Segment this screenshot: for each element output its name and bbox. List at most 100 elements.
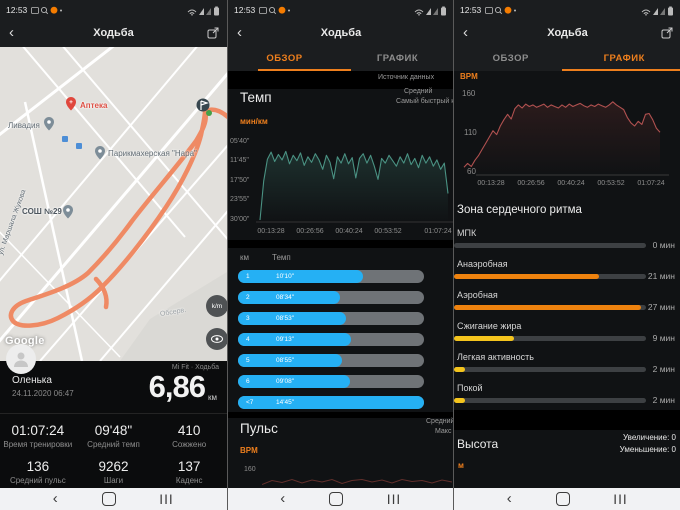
- tab-active-indicator: [258, 69, 351, 71]
- zone-label-light-activity: Легкая активность: [457, 352, 534, 362]
- pulse-legend-avg: Средний: [426, 418, 454, 425]
- map-label-livadia: Ливадия: [8, 121, 40, 130]
- workout-datetime: 24.11.2020 06:47: [12, 389, 74, 398]
- tab-bar: ОБЗОР ГРАФИК: [454, 47, 680, 71]
- bpm-xtick: 00:53:52: [597, 180, 625, 187]
- status-bar: 12:53: [454, 0, 680, 20]
- nav-back-icon[interactable]: ‹: [506, 490, 512, 507]
- nav-recents-icon[interactable]: |||: [159, 493, 175, 505]
- app-bar: ‹ Ходьба: [228, 20, 454, 47]
- zone-label-aerobic: Аэробная: [457, 290, 498, 300]
- status-time: 12:53: [6, 5, 28, 15]
- share-button[interactable]: [207, 27, 219, 39]
- status-time: 12:53: [234, 5, 256, 15]
- map-visibility-toggle[interactable]: [206, 328, 227, 350]
- pace-chart[interactable]: [230, 136, 454, 226]
- tab-overview[interactable]: ОБЗОР: [266, 53, 303, 64]
- school-pin-icon: [63, 205, 73, 219]
- pulse-chart-preview: [262, 478, 452, 485]
- bpm-chart[interactable]: [454, 84, 680, 180]
- split-row-1: 1 10'10": [238, 270, 424, 283]
- tab-graph[interactable]: ГРАФИК: [603, 53, 645, 64]
- route-map[interactable]: + Аптека Ливадия Парикмахерс: [0, 47, 227, 361]
- tab-bar: ОБЗОР ГРАФИК: [228, 47, 454, 71]
- distance-unit: км: [208, 393, 217, 402]
- bpm-ytick: 160: [462, 89, 476, 98]
- hr-zones-title: Зона сердечного ритма: [457, 204, 582, 216]
- split-row-7: <7 14'45": [238, 396, 424, 409]
- divider: [228, 71, 454, 89]
- tab-graph[interactable]: ГРАФИК: [376, 53, 419, 64]
- stat-cadence: 137 Каденс: [175, 458, 203, 485]
- divider: [454, 410, 680, 430]
- nav-back-icon[interactable]: ‹: [52, 490, 58, 507]
- nav-recents-icon[interactable]: |||: [613, 493, 629, 505]
- stat-calories: 410 Сожжено: [172, 423, 207, 449]
- phone-screen-graph-heart-rate: 12:53 ‹ Ходьба: [453, 0, 680, 510]
- nav-home-icon[interactable]: [101, 492, 116, 506]
- zone-value-anaerobic: 21 мин: [647, 271, 675, 281]
- status-system-icons: [641, 6, 673, 16]
- pace-xtick: 00:53:52: [374, 228, 402, 235]
- status-notification-icons: [485, 6, 517, 15]
- nav-back-icon[interactable]: ‹: [280, 490, 286, 507]
- map-label-pharmacy: Аптека: [80, 101, 108, 110]
- zone-label-vo2max: МПК: [457, 228, 477, 238]
- nav-home-icon[interactable]: [329, 492, 344, 506]
- transit-stop-icon: [76, 143, 82, 149]
- bpm-xtick: 00:40:24: [557, 180, 585, 187]
- pulse-legend-max: Макс: [435, 428, 452, 435]
- page-title: Ходьба: [93, 27, 134, 39]
- data-source-link[interactable]: Источник данных: [378, 74, 435, 81]
- pace-xtick: 00:13:28: [257, 228, 285, 235]
- map-label-hairdresser: Парикмахерская "Нара": [108, 149, 197, 158]
- map-canvas: +: [0, 47, 227, 361]
- android-nav-bar: ‹ |||: [454, 488, 680, 510]
- finish-flag-icon: [196, 98, 212, 116]
- nav-home-icon[interactable]: [555, 492, 570, 506]
- zone-bar-light-activity: [454, 367, 646, 372]
- distance-value: 6,86: [148, 369, 206, 404]
- status-bar: 12:53: [228, 0, 454, 20]
- pulse-section-title: Пульс: [240, 421, 278, 436]
- split-row-4: 4 09'13": [238, 333, 424, 346]
- back-button[interactable]: ‹: [237, 24, 242, 41]
- pace-xtick: 00:26:56: [296, 228, 324, 235]
- status-notification-icons: [259, 6, 291, 15]
- nav-recents-icon[interactable]: |||: [387, 493, 402, 505]
- phone-screen-overview-pace: 12:53 ‹ Ходьба ОБЗОР: [227, 0, 454, 510]
- zone-bar-fat-burn: [454, 336, 646, 341]
- stat-avg-hr: 136 Средний пульс: [9, 458, 66, 485]
- android-nav-bar: ‹ |||: [228, 488, 454, 510]
- zone-label-fat-burn: Сжигание жира: [457, 321, 522, 331]
- stat-steps: 9262 Шаги: [98, 458, 129, 485]
- back-button[interactable]: ‹: [463, 24, 468, 41]
- pace-unit-label: мин/км: [240, 117, 268, 126]
- split-row-6: 6 09'08": [238, 375, 424, 388]
- app-bar: ‹ Ходьба: [454, 20, 680, 47]
- splits-col-pace: Темп: [272, 253, 291, 262]
- workout-summary: Mi Fit · Ходьба Оленька 24.11.2020 06:47…: [0, 361, 227, 488]
- app-bar: ‹ Ходьба: [0, 20, 227, 47]
- zone-bar-vo2max: [454, 243, 646, 248]
- pace-ytick: 17'50": [230, 177, 250, 184]
- zone-value-vo2max: 0 мин: [652, 240, 675, 250]
- user-name: Оленька: [12, 375, 52, 386]
- split-row-2: 2 08'34": [238, 291, 424, 304]
- back-button[interactable]: ‹: [9, 24, 14, 41]
- split-row-3: 3 08'53": [238, 312, 424, 325]
- bpm-ytick: 110: [464, 128, 477, 137]
- altitude-title: Высота: [457, 437, 499, 451]
- share-button[interactable]: [661, 27, 673, 39]
- pace-xtick: 01:07:24: [424, 228, 452, 235]
- pulse-unit-label: BPM: [240, 446, 258, 455]
- tab-overview[interactable]: ОБЗОР: [492, 53, 529, 64]
- splits-col-km: км: [240, 253, 249, 262]
- map-units-toggle[interactable]: k/m: [206, 295, 227, 317]
- hairdresser-pin-icon: [95, 146, 105, 160]
- zone-value-fat-burn: 9 мин: [652, 333, 675, 343]
- bpm-xtick: 00:13:28: [477, 180, 505, 187]
- eye-icon: [211, 335, 223, 343]
- pace-ytick: 05'40": [230, 138, 250, 145]
- divider: [228, 240, 454, 248]
